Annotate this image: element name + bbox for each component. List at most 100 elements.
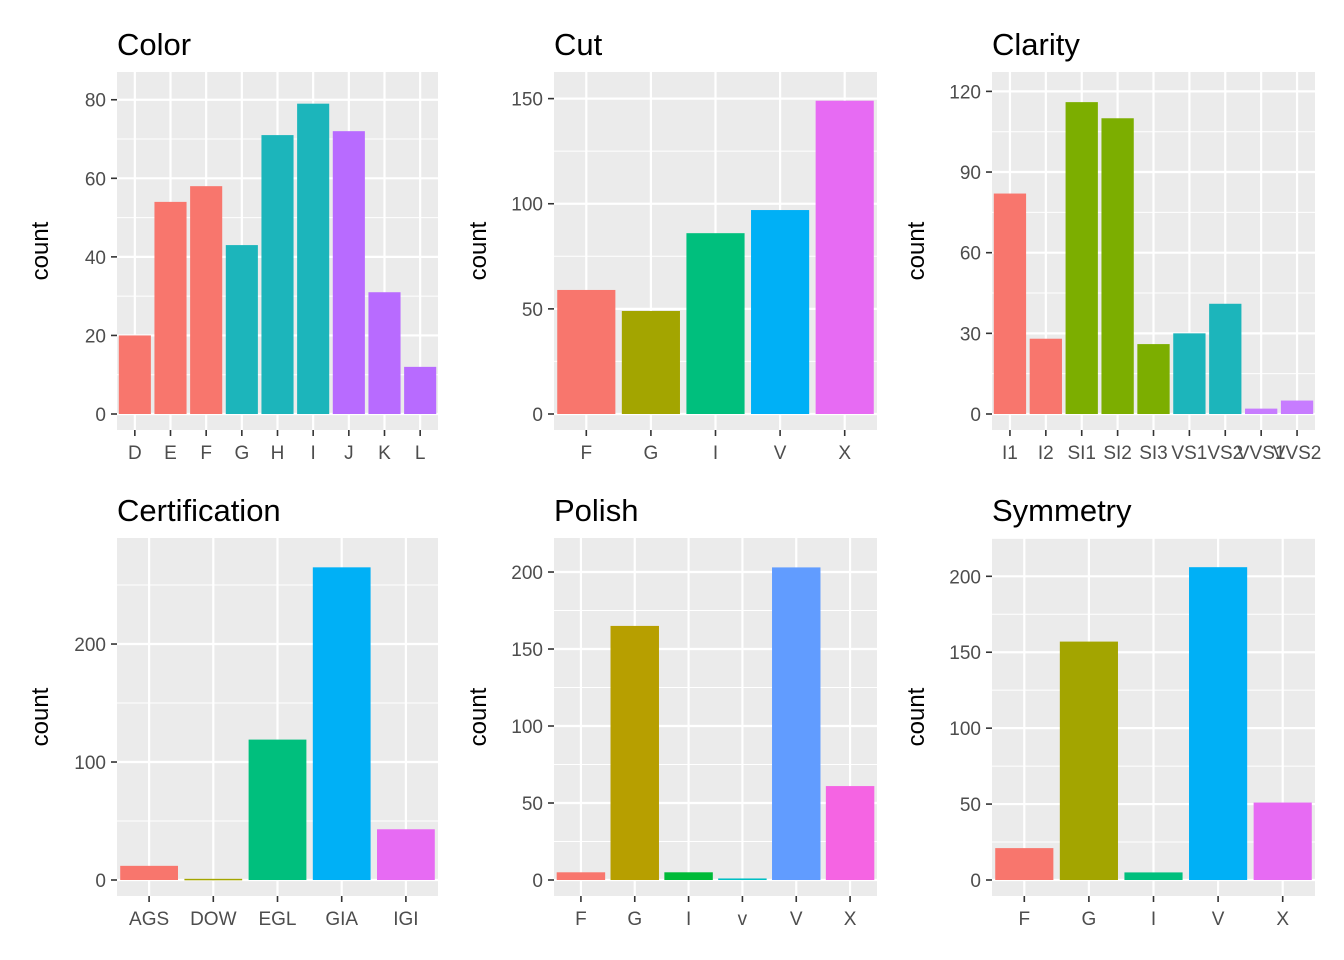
bar-si3 xyxy=(1137,344,1170,414)
x-tick-label: AGS xyxy=(129,909,169,930)
panel-title: Clarity xyxy=(992,27,1080,62)
y-tick-label: 150 xyxy=(511,90,543,111)
bar-j xyxy=(332,131,365,414)
bar-vvs1 xyxy=(1245,408,1278,414)
panel-cut: 0 50 100 150 F G I V X Cut count xyxy=(465,27,877,464)
x-tick-label: G xyxy=(644,443,659,464)
bar-k xyxy=(368,292,401,414)
y-tick-label: 100 xyxy=(511,717,543,738)
panel-title: Symmetry xyxy=(992,493,1132,528)
x-tick-label: DOW xyxy=(190,909,237,930)
x-tick-label: V xyxy=(790,909,803,930)
panel-title: Color xyxy=(117,27,191,62)
panel-title: Polish xyxy=(554,493,638,528)
y-axis-label: count xyxy=(903,687,930,746)
bar-x xyxy=(825,786,875,880)
y-tick-label: 150 xyxy=(511,640,543,661)
x-tick-label: X xyxy=(1276,909,1289,930)
y-tick-label: 50 xyxy=(522,794,543,815)
bar-e xyxy=(154,201,187,414)
bar-h xyxy=(261,135,294,414)
plot-background xyxy=(554,538,877,896)
x-tick-label: SI1 xyxy=(1067,443,1096,464)
x-tick-label: V xyxy=(774,443,787,464)
x-tick-label: F xyxy=(575,909,587,930)
bar-x xyxy=(1253,802,1312,880)
y-tick-label: 0 xyxy=(95,871,106,892)
y-tick-label: 40 xyxy=(85,248,106,269)
bar-i xyxy=(686,233,745,414)
bar-f xyxy=(995,848,1054,880)
x-tick-label: X xyxy=(844,909,857,930)
bar-i2 xyxy=(1029,338,1062,414)
x-tick-label: VVS2 xyxy=(1273,443,1322,464)
x-tick-label: G xyxy=(1082,909,1097,930)
y-axis-label: count xyxy=(27,221,54,280)
bar-igi xyxy=(377,829,435,880)
y-tick-label: 20 xyxy=(85,326,106,347)
panel-color: 0 20 40 60 80 D E F G H I J K L Color count xyxy=(27,27,438,464)
bar-i xyxy=(297,103,330,415)
x-tick-label: X xyxy=(838,443,851,464)
x-tick-label: VS2 xyxy=(1207,443,1243,464)
bar-egl xyxy=(248,739,307,880)
y-tick-label: 0 xyxy=(970,871,981,892)
bar-g xyxy=(1059,641,1118,880)
bar-f xyxy=(556,872,606,880)
x-tick-label: L xyxy=(415,443,426,464)
bar-si2 xyxy=(1101,118,1134,414)
bar-si1 xyxy=(1065,102,1098,414)
bar-g xyxy=(621,310,680,414)
bar-v xyxy=(772,567,821,880)
panel-title: Certification xyxy=(117,493,281,528)
x-tick-label: V xyxy=(1212,909,1225,930)
bar-d xyxy=(118,335,151,414)
y-tick-label: 90 xyxy=(960,163,981,184)
x-tick-label: I xyxy=(1151,909,1156,930)
y-axis-label: count xyxy=(465,687,492,746)
x-tick-label: I xyxy=(713,443,718,464)
bar-gia xyxy=(312,567,371,880)
y-axis-label: count xyxy=(465,221,492,280)
y-tick-label: 150 xyxy=(949,643,981,664)
y-axis-label: count xyxy=(27,687,54,746)
bar-i xyxy=(1124,872,1183,880)
x-tick-label: GIA xyxy=(325,909,358,930)
bar-v xyxy=(751,210,810,414)
y-tick-label: 200 xyxy=(511,563,543,584)
bar-vvs2 xyxy=(1280,400,1314,414)
x-tick-label: v xyxy=(738,909,748,930)
y-tick-label: 60 xyxy=(85,169,106,190)
y-tick-label: 200 xyxy=(74,635,106,656)
bar-v xyxy=(1189,567,1248,880)
y-tick-label: 0 xyxy=(532,871,543,892)
x-tick-label: G xyxy=(627,909,642,930)
x-tick-label: I1 xyxy=(1002,443,1018,464)
y-tick-label: 0 xyxy=(970,405,981,426)
bar-vs2 xyxy=(1209,303,1242,414)
x-tick-label: H xyxy=(271,443,285,464)
x-tick-label: E xyxy=(164,443,177,464)
y-tick-label: 100 xyxy=(949,719,981,740)
x-tick-label: F xyxy=(580,443,592,464)
x-tick-label: I2 xyxy=(1038,443,1054,464)
x-tick-label: D xyxy=(128,443,142,464)
bar-f xyxy=(190,186,223,414)
bar-x xyxy=(815,100,874,414)
bar-g xyxy=(610,625,659,880)
x-tick-label: G xyxy=(234,443,249,464)
x-tick-label: VS1 xyxy=(1171,443,1207,464)
panel-symmetry: 0 50 100 150 200 F G I V X Symmetry count xyxy=(903,493,1315,930)
bar-ags xyxy=(120,865,178,880)
x-tick-label: I xyxy=(311,443,316,464)
x-tick-label: J xyxy=(344,443,354,464)
x-tick-label: K xyxy=(378,443,391,464)
y-tick-label: 100 xyxy=(74,753,106,774)
x-tick-label: SI3 xyxy=(1139,443,1168,464)
y-tick-label: 0 xyxy=(95,405,106,426)
y-tick-label: 30 xyxy=(960,324,981,345)
x-tick-label: I xyxy=(686,909,691,930)
panel-title: Cut xyxy=(554,27,603,62)
